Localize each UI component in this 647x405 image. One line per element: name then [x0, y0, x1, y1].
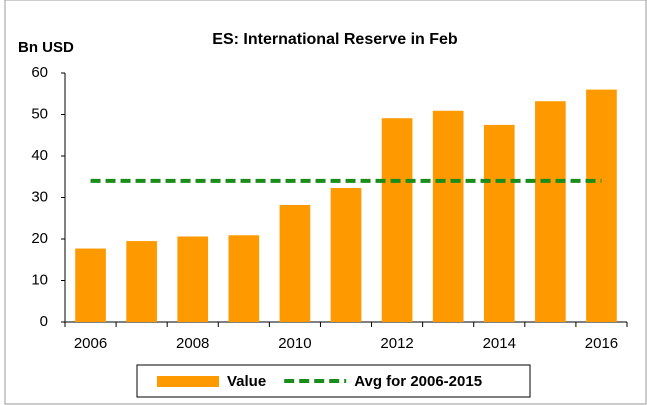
bar: [126, 241, 157, 322]
bar: [483, 124, 515, 322]
y-tick-label: 40: [31, 147, 48, 164]
bar: [586, 89, 617, 322]
y-axis-label: Bn USD: [18, 39, 74, 56]
legend-label: Avg for 2006-2015: [354, 373, 482, 390]
bar: [177, 236, 209, 322]
y-tick-label: 50: [31, 105, 48, 122]
bar: [75, 248, 106, 322]
bar: [330, 187, 362, 322]
y-tick-label: 20: [31, 230, 48, 247]
bar: [228, 235, 260, 322]
x-tick-label: 2014: [483, 335, 516, 352]
y-tick-label: 10: [31, 271, 48, 288]
bar: [432, 110, 464, 322]
y-tick-label: 60: [31, 64, 48, 81]
x-tick-label: 2012: [380, 335, 413, 352]
y-tick-label: 30: [31, 188, 48, 205]
legend-swatch: [157, 376, 219, 387]
chart-title: ES: International Reserve in Feb: [212, 31, 458, 48]
bar: [381, 118, 413, 322]
x-tick-label: 2010: [278, 335, 311, 352]
bar: [535, 101, 566, 322]
x-tick-label: 2006: [74, 335, 107, 352]
y-tick-label: 0: [40, 313, 48, 330]
x-tick-label: 2016: [585, 335, 618, 352]
x-tick-label: 2008: [176, 335, 209, 352]
bar: [279, 204, 311, 322]
legend-label: Value: [227, 373, 266, 390]
